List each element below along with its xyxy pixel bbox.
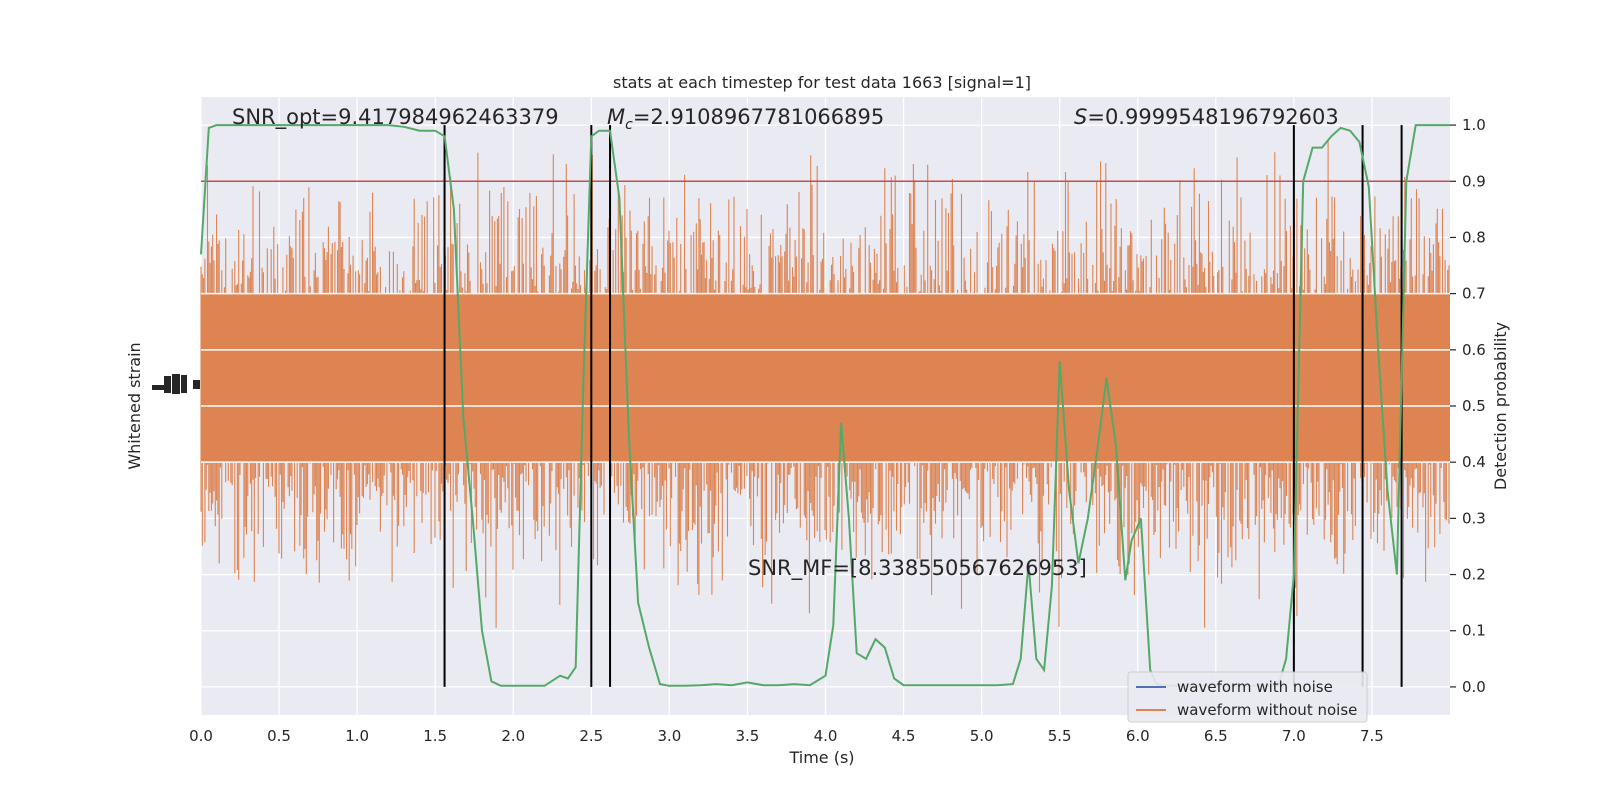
y-right-tick-label: 0.5 xyxy=(1462,397,1486,415)
x-tick-label: 5.0 xyxy=(970,727,994,745)
y-right-tick-label: 0.6 xyxy=(1462,341,1486,359)
x-tick-label: 7.5 xyxy=(1360,727,1384,745)
legend-label-without-noise: waveform without noise xyxy=(1177,701,1357,719)
y-right-tick-label: 0.8 xyxy=(1462,228,1486,246)
y-right-tick-label: 0.1 xyxy=(1462,622,1486,640)
y-axis-left-title: Whitened strain xyxy=(125,342,144,469)
waveform-spikes xyxy=(200,139,1450,628)
x-tick-label: 3.0 xyxy=(657,727,681,745)
x-tick-label: 4.0 xyxy=(814,727,838,745)
legend-label-with-noise: waveform with noise xyxy=(1177,678,1333,696)
x-tick-label: 2.0 xyxy=(501,727,525,745)
annotation-chirp-mass: Mc=2.9108967781066895 xyxy=(607,105,884,133)
x-tick-label: 6.5 xyxy=(1204,727,1228,745)
detection-probability-line xyxy=(200,124,1450,687)
annotation-s-statistic: S=0.9999548196792603 xyxy=(1074,105,1339,129)
y-right-tick-label: 0.2 xyxy=(1462,566,1486,584)
chart-title: stats at each timestep for test data 166… xyxy=(613,73,1031,92)
x-tick-label: 7.0 xyxy=(1282,727,1306,745)
y-right-tick-label: 0.0 xyxy=(1462,678,1486,696)
y-right-tick-label: 0.7 xyxy=(1462,285,1486,303)
x-tick-label: 6.0 xyxy=(1126,727,1150,745)
legend: waveform with noise waveform without noi… xyxy=(1127,671,1368,723)
y-right-tick-label: 0.9 xyxy=(1462,172,1486,190)
x-tick-label: 1.0 xyxy=(345,727,369,745)
x-tick-label: 0.5 xyxy=(267,727,291,745)
left-axis-overlapped-ticks xyxy=(152,374,200,394)
x-tick-label: 0.0 xyxy=(189,727,213,745)
x-tick-label: 5.5 xyxy=(1048,727,1072,745)
x-tick-label: 3.5 xyxy=(736,727,760,745)
x-tick-label: 1.5 xyxy=(423,727,447,745)
legend-box xyxy=(1127,671,1368,723)
y-right-tick-label: 0.3 xyxy=(1462,509,1486,527)
y-right-tick-label: 0.4 xyxy=(1462,453,1486,471)
x-tick-label: 4.5 xyxy=(892,727,916,745)
y-right-tick-label: 1.0 xyxy=(1462,116,1486,134)
x-axis-ticks: 0.0 0.5 1.0 1.5 2.0 2.5 3.0 3.5 4.0 4.5 5.0 5.5 6.0 6… xyxy=(189,727,1384,745)
annotation-snr-mf: SNR_MF=[8.338550567626953] xyxy=(748,556,1087,581)
y-right-axis-ticks: 0.0 0.1 0.2 0.3 0.4 0.5 0.6 0.7 0.8 0.9 1.0 xyxy=(1450,116,1486,696)
waveform-without-noise-series xyxy=(200,139,1450,628)
x-axis-title: Time (s) xyxy=(788,748,854,767)
annotation-snr-opt: SNR_opt=9.417984962463379 xyxy=(232,105,559,130)
y-axis-right-title: Detection probability xyxy=(1491,322,1510,490)
x-tick-label: 2.5 xyxy=(579,727,603,745)
